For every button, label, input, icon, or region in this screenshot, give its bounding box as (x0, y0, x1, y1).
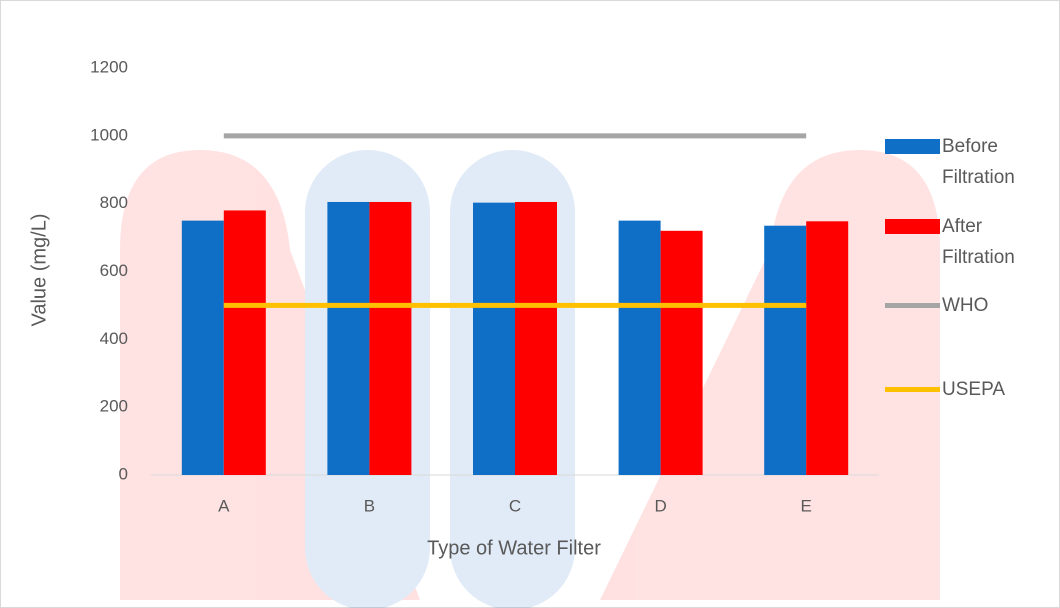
legend-label: Before Filtration (942, 136, 1015, 188)
y-tick-label: 1000 (90, 125, 128, 144)
bar (327, 201, 370, 476)
x-tick-label: C (509, 496, 521, 515)
legend-entry: WHO (885, 290, 1042, 321)
bar (223, 210, 266, 475)
legend-entry: Before Filtration (885, 131, 1042, 193)
legend-swatch (885, 387, 940, 392)
y-tick-label: 400 (100, 329, 128, 348)
x-tick-label: D (654, 496, 666, 515)
legend-swatch (885, 303, 940, 308)
x-axis-label: Type of Water Filter (427, 537, 601, 559)
y-tick-label: 200 (100, 397, 128, 416)
legend-label: USEPA (942, 379, 1006, 400)
y-tick-label: 600 (100, 261, 128, 280)
bar (181, 220, 224, 475)
legend-entry: USEPA (885, 374, 1042, 405)
legend-entry: After Filtration (885, 211, 1042, 273)
x-tick-label: E (801, 496, 812, 515)
y-tick-label: 800 (100, 193, 128, 212)
bar (473, 202, 515, 475)
bar (660, 230, 703, 475)
x-tick-label: A (218, 496, 230, 515)
bar (369, 201, 412, 476)
bar (806, 221, 849, 475)
bar (764, 225, 807, 475)
legend-swatch (885, 139, 940, 154)
bar (618, 220, 661, 475)
y-tick-label: 1200 (90, 57, 128, 76)
legend-label: After Filtration (942, 216, 1015, 268)
legend-swatch (885, 219, 940, 234)
bar (515, 201, 557, 476)
x-tick-label: B (364, 496, 375, 515)
y-axis-label: Value (mg/L) (28, 213, 50, 326)
legend-label: WHO (942, 295, 989, 316)
y-tick-label: 0 (119, 464, 128, 483)
